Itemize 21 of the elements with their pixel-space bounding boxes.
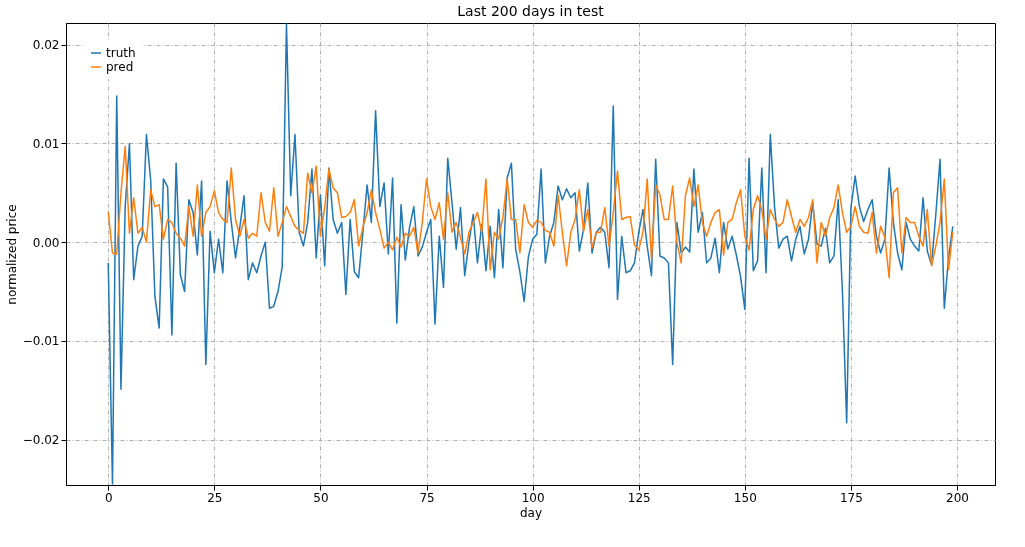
x-tick-label: 0 (104, 490, 113, 505)
x-tick-label: 25 (207, 490, 223, 505)
x-tick-label: 200 (946, 490, 969, 505)
line-series (107, 145, 954, 279)
x-axis-title: day (519, 505, 543, 520)
y-tick-label: 0.01 (32, 136, 60, 151)
y-tick-label: −0.01 (22, 334, 60, 349)
line-series (107, 23, 954, 485)
x-tick-label: 150 (733, 490, 757, 505)
x-tick-label: 100 (521, 490, 545, 505)
y-axis-title: normalized price (4, 204, 19, 305)
legend-label: pred (106, 60, 134, 74)
y-tick-label: 0.02 (32, 38, 60, 53)
y-tick-label: −0.02 (22, 433, 60, 448)
x-tick-label: 175 (839, 490, 863, 505)
x-tick-label: 125 (627, 490, 651, 505)
x-tick-label: 50 (313, 490, 329, 505)
y-tick-label: 0.00 (32, 235, 60, 250)
chart-title: Last 200 days in test (457, 3, 605, 19)
legend-label: truth (106, 46, 136, 60)
x-tick-label: 75 (419, 490, 435, 505)
